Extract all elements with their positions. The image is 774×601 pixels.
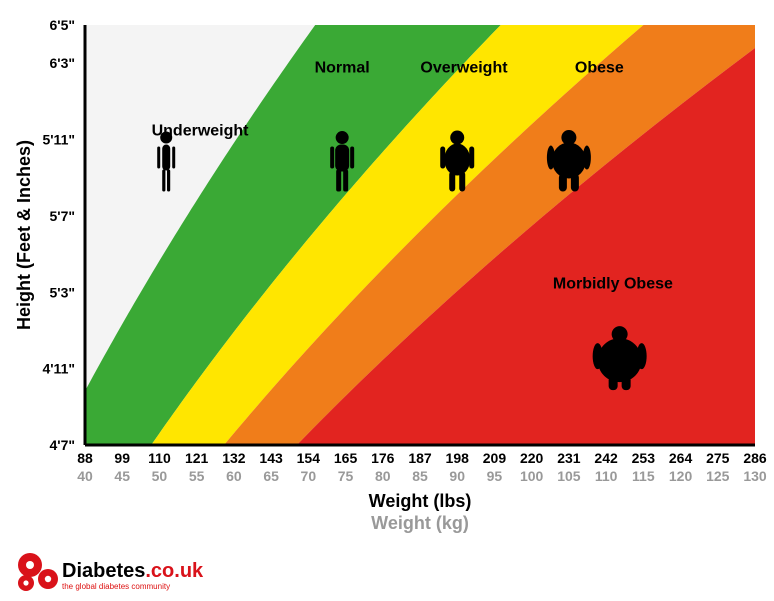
zone-label: Overweight	[420, 60, 508, 77]
x-tick-lbs: 187	[408, 450, 432, 466]
x-tick-lbs: 143	[259, 450, 283, 466]
x-tick-lbs: 198	[446, 450, 470, 466]
y-tick-label: 5'7"	[49, 208, 75, 224]
x-tick-lbs: 220	[520, 450, 544, 466]
y-tick-label: 6'5"	[49, 17, 75, 33]
brand-tagline: the global diabetes community	[62, 582, 170, 591]
y-axis-title: Height (Feet & Inches)	[14, 140, 34, 330]
x-tick-kg: 60	[226, 468, 242, 484]
x-tick-kg: 50	[152, 468, 168, 484]
x-tick-kg: 55	[189, 468, 205, 484]
x-tick-lbs: 253	[632, 450, 656, 466]
plot-area: UnderweightNormalOverweightObeseMorbidly…	[0, 25, 774, 445]
x-tick-lbs: 165	[334, 450, 358, 466]
x-tick-lbs: 231	[557, 450, 581, 466]
x-tick-lbs: 242	[594, 450, 618, 466]
x-tick-kg: 80	[375, 468, 391, 484]
x-tick-lbs: 209	[483, 450, 507, 466]
brand-logo	[18, 553, 58, 591]
x-axis-title-kg: Weight (kg)	[371, 513, 469, 533]
y-tick-label: 5'3"	[49, 284, 75, 300]
y-tick-label: 4'7"	[49, 437, 75, 453]
x-tick-kg: 40	[77, 468, 93, 484]
brand-text: Diabetes.co.uk	[62, 560, 204, 582]
x-tick-kg: 130	[743, 468, 767, 484]
x-tick-lbs: 176	[371, 450, 395, 466]
x-tick-kg: 115	[632, 468, 655, 484]
x-tick-kg: 90	[449, 468, 465, 484]
x-tick-kg: 110	[595, 468, 618, 484]
x-tick-kg: 65	[263, 468, 279, 484]
x-tick-kg: 125	[706, 468, 730, 484]
x-tick-lbs: 88	[77, 450, 93, 466]
x-tick-kg: 70	[301, 468, 317, 484]
x-axis-title-lbs: Weight (lbs)	[369, 491, 472, 511]
zone-label: Morbidly Obese	[553, 275, 673, 292]
x-tick-kg: 95	[487, 468, 503, 484]
x-tick-kg: 75	[338, 468, 354, 484]
x-tick-kg: 45	[114, 468, 130, 484]
y-tick-label: 5'11"	[42, 132, 75, 148]
x-tick-lbs: 99	[114, 450, 130, 466]
x-tick-lbs: 264	[669, 450, 693, 466]
zone-label: Normal	[315, 60, 370, 77]
zone-label: Obese	[575, 60, 624, 77]
x-tick-lbs: 121	[185, 450, 209, 466]
x-tick-lbs: 286	[743, 450, 767, 466]
x-tick-kg: 100	[520, 468, 544, 484]
x-tick-kg: 120	[669, 468, 693, 484]
x-tick-lbs: 132	[222, 450, 246, 466]
y-tick-label: 4'11"	[42, 361, 75, 377]
x-tick-lbs: 275	[706, 450, 730, 466]
y-tick-label: 6'3"	[49, 55, 75, 71]
bmi-chart: UnderweightNormalOverweightObeseMorbidly…	[0, 0, 774, 601]
x-tick-kg: 85	[412, 468, 428, 484]
x-tick-kg: 105	[557, 468, 581, 484]
x-tick-lbs: 154	[297, 450, 321, 466]
x-tick-lbs: 110	[148, 450, 171, 466]
